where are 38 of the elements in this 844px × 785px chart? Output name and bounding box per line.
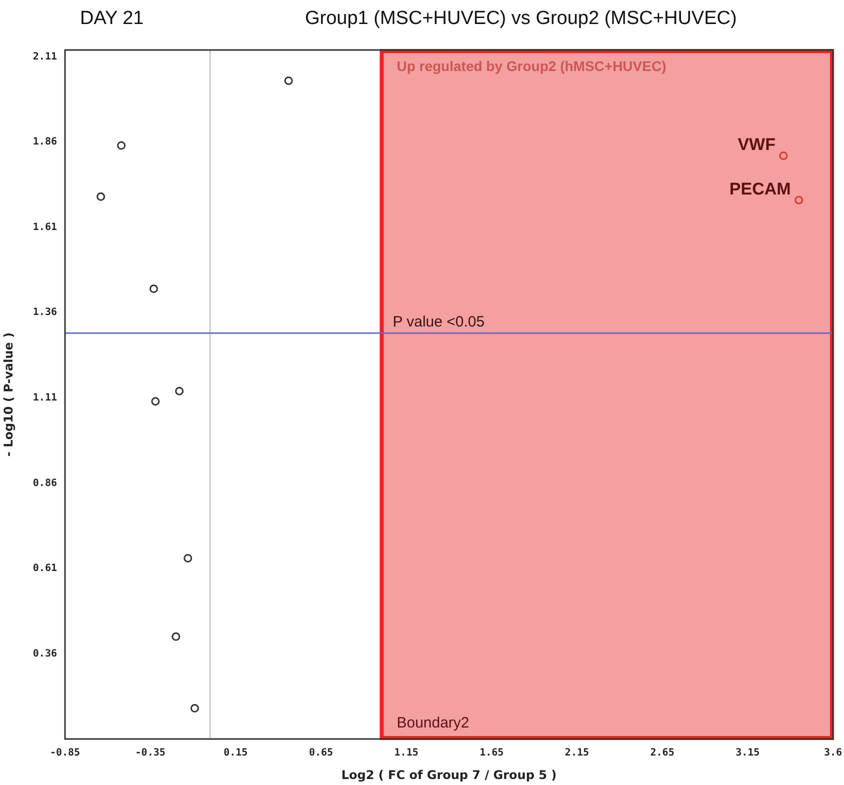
y-tick-label: 1.11: [32, 392, 57, 404]
x-tick-label: 3.6: [824, 748, 842, 759]
chart-subtitle: DAY 21: [80, 8, 144, 30]
point: [190, 704, 199, 713]
point: [149, 284, 158, 294]
x-tick-label: 3.15: [736, 748, 760, 759]
point: [175, 386, 184, 396]
point: [184, 554, 192, 562]
y-tick-label: 0.61: [32, 563, 57, 574]
x-tick-label: 2.15: [564, 748, 590, 759]
point: [117, 141, 126, 150]
y-tick-label: 1.36: [32, 307, 57, 318]
point: [284, 76, 293, 85]
point: [794, 196, 804, 204]
x-tick-label: -0.85: [50, 748, 80, 759]
y-axis-title: - Log10 ( P-value ): [1, 332, 16, 457]
point: [172, 632, 180, 641]
x-tick-label: -0.35: [135, 748, 166, 759]
y-tick-label: 1.86: [32, 136, 57, 148]
x-tick-label: 0.15: [224, 748, 248, 759]
ref-line-label: P value <0.05: [392, 314, 485, 331]
point: [151, 397, 160, 406]
y-tick-label: 1.61: [32, 222, 57, 233]
chart-title: Group1 (MSC+HUVEC) vs Group2 (MSC+HUVEC): [305, 8, 737, 30]
x-axis-title: Log2 ( FC of Group 7 / Group 5 ): [341, 768, 557, 782]
annotation: VWF: [738, 134, 776, 154]
point: [779, 151, 788, 160]
annotation: PECAM: [729, 179, 791, 198]
band-label: Up regulated by Group2 (hMSC+HUVEC): [396, 58, 666, 74]
x-tick-label: 2.65: [650, 748, 674, 759]
x-tick-label: 1.15: [394, 748, 418, 759]
annotation: Boundary2: [396, 714, 470, 732]
y-tick-label: 0.86: [32, 478, 57, 489]
x-tick-label: 1.65: [480, 748, 504, 759]
x-tick-label: 0.65: [308, 748, 334, 759]
y-tick-label: 0.36: [32, 648, 57, 660]
y-tick-label: 2.11: [32, 51, 57, 62]
point: [96, 192, 106, 201]
